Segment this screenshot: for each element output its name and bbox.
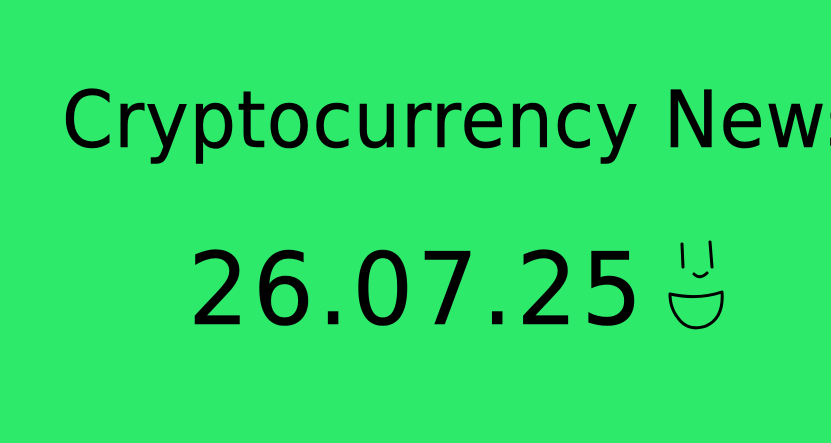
handwritten-title: Cryptocurrency News (62, 76, 831, 166)
handwritten-date: 26.07.25 (188, 231, 647, 348)
smiley-face-icon (668, 240, 724, 330)
